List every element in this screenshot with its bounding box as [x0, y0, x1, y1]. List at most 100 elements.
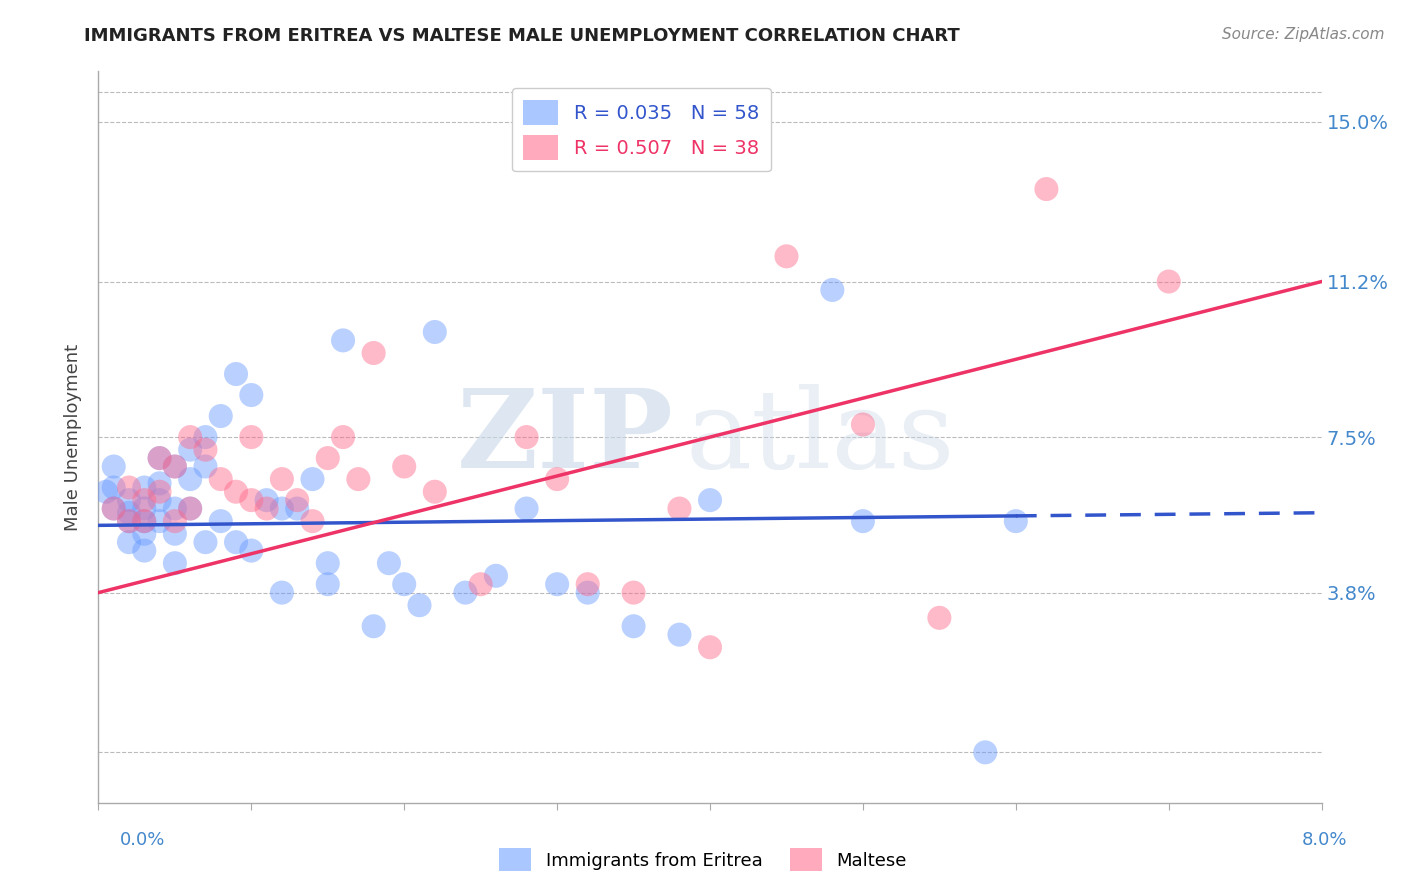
Point	[134, 501, 156, 516]
Point	[103, 481, 125, 495]
Point	[623, 585, 645, 599]
Point	[103, 501, 125, 516]
Text: IMMIGRANTS FROM ERITREA VS MALTESE MALE UNEMPLOYMENT CORRELATION CHART: IMMIGRANTS FROM ERITREA VS MALTESE MALE …	[84, 27, 960, 45]
Point	[194, 442, 217, 457]
Point	[103, 459, 125, 474]
Point	[485, 569, 508, 583]
Legend: R = 0.035   N = 58, R = 0.507   N = 38: R = 0.035 N = 58, R = 0.507 N = 38	[512, 88, 770, 171]
Point	[149, 451, 172, 466]
Point	[576, 577, 599, 591]
Point	[194, 459, 217, 474]
Point	[94, 484, 117, 499]
Point	[408, 599, 430, 613]
Point	[163, 556, 186, 570]
Point	[546, 577, 568, 591]
Point	[179, 501, 201, 516]
Point	[134, 526, 156, 541]
Point	[928, 611, 950, 625]
Point	[118, 481, 141, 495]
Point	[974, 745, 997, 759]
Point	[179, 430, 201, 444]
Point	[270, 585, 294, 599]
Point	[1157, 275, 1180, 289]
Point	[225, 367, 247, 381]
Point	[256, 501, 278, 516]
Point	[179, 472, 201, 486]
Point	[576, 585, 599, 599]
Point	[423, 484, 446, 499]
Point	[668, 501, 690, 516]
Text: Source: ZipAtlas.com: Source: ZipAtlas.com	[1222, 27, 1385, 42]
Point	[209, 409, 232, 423]
Point	[516, 501, 538, 516]
Point	[270, 472, 294, 486]
Point	[332, 334, 354, 348]
Point	[134, 543, 156, 558]
Point	[270, 501, 294, 516]
Point	[821, 283, 844, 297]
Point	[179, 501, 201, 516]
Point	[316, 556, 339, 570]
Point	[392, 459, 416, 474]
Point	[852, 514, 875, 528]
Point	[134, 481, 156, 495]
Legend: Immigrants from Eritrea, Maltese: Immigrants from Eritrea, Maltese	[492, 841, 914, 879]
Y-axis label: Male Unemployment: Male Unemployment	[65, 343, 83, 531]
Point	[256, 493, 278, 508]
Point	[240, 493, 263, 508]
Point	[134, 493, 156, 508]
Text: 0.0%: 0.0%	[120, 831, 165, 849]
Point	[1035, 182, 1057, 196]
Point	[470, 577, 492, 591]
Point	[163, 526, 186, 541]
Text: 8.0%: 8.0%	[1302, 831, 1347, 849]
Point	[225, 535, 247, 549]
Point	[301, 472, 323, 486]
Point	[134, 514, 156, 528]
Point	[225, 484, 247, 499]
Point	[149, 493, 172, 508]
Point	[149, 484, 172, 499]
Point	[209, 514, 232, 528]
Text: atlas: atlas	[686, 384, 955, 491]
Point	[149, 476, 172, 491]
Point	[118, 535, 141, 549]
Point	[1004, 514, 1026, 528]
Point	[546, 472, 568, 486]
Point	[209, 472, 232, 486]
Point	[163, 514, 186, 528]
Point	[163, 459, 186, 474]
Point	[316, 451, 339, 466]
Point	[699, 493, 721, 508]
Text: ZIP: ZIP	[457, 384, 673, 491]
Point	[301, 514, 323, 528]
Point	[103, 501, 125, 516]
Point	[623, 619, 645, 633]
Point	[363, 619, 385, 633]
Point	[118, 493, 141, 508]
Point	[775, 249, 797, 263]
Point	[378, 556, 401, 570]
Point	[285, 501, 308, 516]
Point	[163, 459, 186, 474]
Point	[392, 577, 416, 591]
Point	[240, 543, 263, 558]
Point	[316, 577, 339, 591]
Point	[852, 417, 875, 432]
Point	[363, 346, 385, 360]
Point	[118, 506, 141, 520]
Point	[118, 514, 141, 528]
Point	[423, 325, 446, 339]
Point	[149, 514, 172, 528]
Point	[454, 585, 477, 599]
Point	[668, 627, 690, 641]
Point	[240, 388, 263, 402]
Point	[347, 472, 370, 486]
Point	[163, 501, 186, 516]
Point	[240, 430, 263, 444]
Point	[118, 514, 141, 528]
Point	[194, 430, 217, 444]
Point	[332, 430, 354, 444]
Point	[285, 493, 308, 508]
Point	[149, 451, 172, 466]
